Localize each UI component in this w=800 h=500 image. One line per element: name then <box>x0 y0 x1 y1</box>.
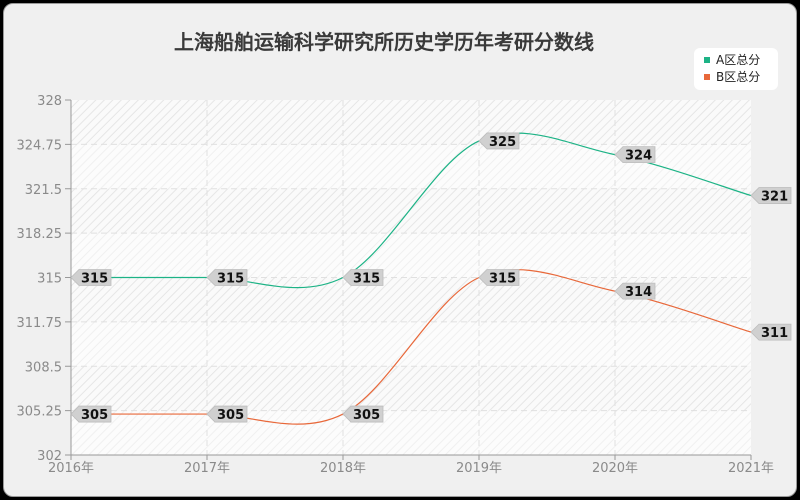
x-tick-label: 2018年 <box>320 461 366 476</box>
y-tick-label: 308.5 <box>25 360 62 375</box>
svg-text:315: 315 <box>217 272 244 287</box>
svg-text:321: 321 <box>761 190 788 205</box>
legend-swatch-a-icon <box>704 57 710 63</box>
data-label: 305 <box>70 405 112 423</box>
svg-text:315: 315 <box>353 272 380 287</box>
svg-text:314: 314 <box>625 285 652 300</box>
axes: 328 324.75 321.5 318.25 315 311.75 308.5 305.25… <box>17 94 775 476</box>
chart-title: 上海船舶运输科学研究所历史学历年考研分数线 <box>174 30 594 54</box>
svg-text:305: 305 <box>353 408 380 423</box>
x-tick-label: 2020年 <box>592 461 638 476</box>
svg-text:305: 305 <box>217 408 244 423</box>
data-label: 314 <box>614 282 656 300</box>
x-tick-label: 2016年 <box>48 461 94 476</box>
data-label: 315 <box>70 269 112 287</box>
svg-text:315: 315 <box>81 272 108 287</box>
y-tick-label: 318.25 <box>17 227 63 242</box>
x-tick-label: 2017年 <box>184 461 230 476</box>
y-tick-label: 315 <box>37 272 62 287</box>
y-tick-label: 324.75 <box>17 138 63 153</box>
x-tick-label: 2019年 <box>456 461 502 476</box>
data-label: 315 <box>342 269 384 287</box>
data-label: 321 <box>750 187 792 205</box>
legend-item-b[interactable]: B区总分 <box>704 69 760 85</box>
data-label: 325 <box>478 132 520 150</box>
legend-item-a[interactable]: A区总分 <box>704 52 760 68</box>
legend-swatch-b-icon <box>704 74 710 80</box>
y-tick-label: 302 <box>37 449 62 464</box>
plot-area <box>71 100 751 455</box>
data-label: 315 <box>206 269 248 287</box>
data-label: 311 <box>750 323 792 341</box>
y-tick-label: 305.25 <box>17 405 63 420</box>
svg-text:305: 305 <box>81 408 108 423</box>
svg-text:315: 315 <box>489 272 516 287</box>
data-label: 324 <box>614 146 656 164</box>
legend-label-a: A区总分 <box>716 53 761 67</box>
x-tick-label: 2021年 <box>728 461 774 476</box>
y-tick-label: 328 <box>37 94 62 109</box>
svg-text:324: 324 <box>625 149 652 164</box>
legend-label-b: B区总分 <box>716 70 761 84</box>
data-labels: 315 315 315 325 324 321 305 305 305 315 314 311 <box>70 132 792 423</box>
svg-text:325: 325 <box>489 135 516 150</box>
y-tick-label: 321.5 <box>25 183 62 198</box>
data-label: 305 <box>342 405 384 423</box>
data-label: 305 <box>206 405 248 423</box>
data-label: 315 <box>478 269 520 287</box>
svg-text:311: 311 <box>761 326 788 341</box>
legend: A区总分 B区总分 <box>694 48 778 90</box>
y-tick-label: 311.75 <box>17 316 63 331</box>
